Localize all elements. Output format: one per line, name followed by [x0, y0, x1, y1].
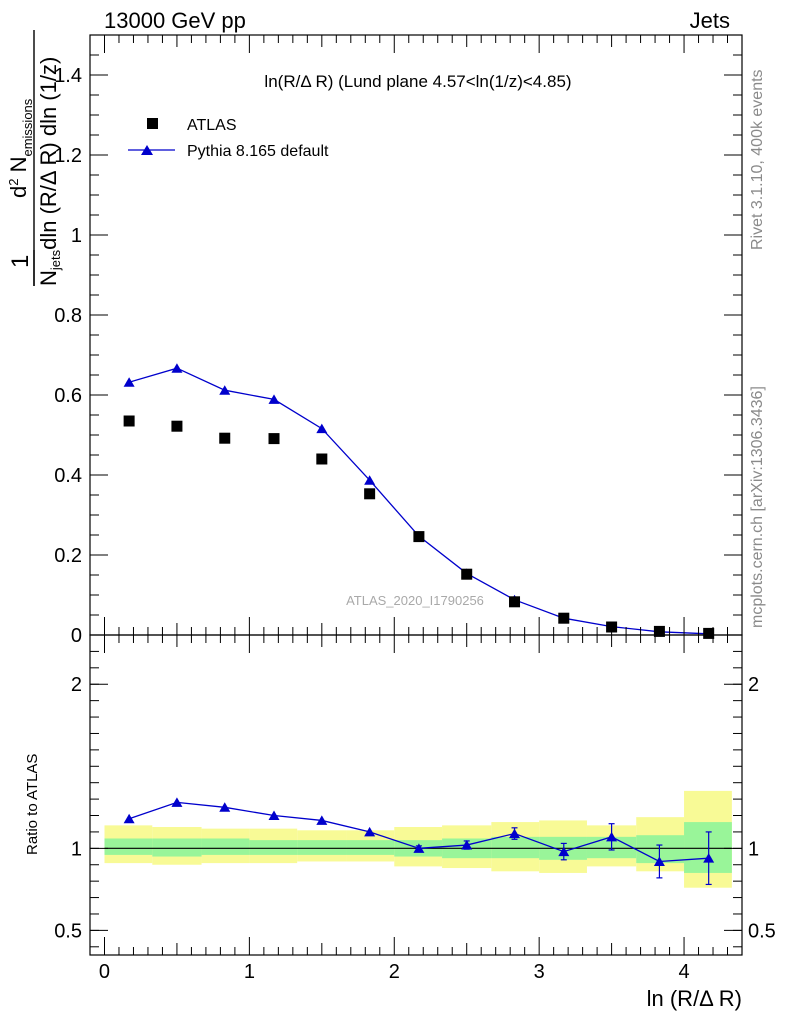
ratio-point [364, 826, 376, 837]
main-ytick-label: 1 [71, 225, 82, 247]
atlas-point [558, 612, 570, 624]
ratio-panel: 0.5 0.5 1 1 2 2 0 1 2 3 4 Ratio to ATLAS ln (R/Δ R… [24, 634, 776, 1011]
legend-pythia-label: Pythia 8.165 default [187, 143, 329, 160]
ratio-point [413, 843, 425, 853]
ratio-point [653, 856, 665, 866]
atlas-point [316, 453, 328, 465]
ylabel-one: 1 [7, 255, 34, 268]
watermark: ATLAS_2020_I1790256 [346, 593, 484, 608]
atlas-point [509, 596, 521, 608]
atlas-point [171, 420, 183, 432]
xtick-label: 1 [244, 961, 255, 983]
ratio-point [461, 840, 473, 850]
ratio-point [171, 797, 183, 807]
rivet-label: Rivet 3.1.10, 400k events [749, 69, 766, 250]
xtick-label: 3 [534, 961, 545, 983]
xtick-label: 0 [99, 961, 110, 983]
legend-atlas-marker [147, 118, 158, 129]
atlas-point [653, 625, 665, 637]
ratio-ytick-label-right: 2 [748, 674, 759, 696]
legend-atlas-label: ATLAS [187, 117, 237, 134]
atlas-point [703, 627, 715, 639]
atlas-point [268, 433, 280, 445]
ylabel-Njets: Njetsdln (R/Δ R) dln (1/z) [36, 57, 63, 286]
atlas-point [123, 415, 135, 427]
ratio-band-inner [104, 838, 153, 855]
main-ytick-label: 0.6 [54, 385, 82, 407]
ratio-point [316, 815, 328, 825]
ratio-ytick-label-right: 1 [748, 838, 759, 860]
main-ytick-label: 0.8 [54, 305, 82, 327]
category-label: Jets [690, 8, 730, 33]
pythia-point [219, 385, 231, 395]
ratio-axis-ticks: 0.5 0.5 1 1 2 2 0 1 2 3 4 [54, 635, 776, 983]
xtick-label: 2 [389, 961, 400, 983]
atlas-point [364, 488, 376, 500]
ratio-ytick-label: 0.5 [54, 920, 82, 942]
main-axis-ticks: 0 0.2 0.4 0.6 0.8 1 1.2 1.4 [54, 34, 743, 647]
xlabel: ln (R/Δ R) [647, 986, 742, 1011]
ratio-point [123, 813, 135, 824]
ratio-band-inner [152, 838, 202, 857]
main-panel: 0 0.2 0.4 0.6 0.8 1 1.2 1.4 ln(R/Δ R) (Lund pla… [6, 30, 743, 647]
ratio-point [606, 831, 618, 842]
pythia-point [316, 423, 328, 434]
ratio-point [219, 802, 231, 812]
plot-title: ln(R/Δ R) (Lund plane 4.57<ln(1/z)<4.85) [264, 72, 571, 91]
ratio-band-inner [201, 838, 250, 855]
ratio-point [509, 828, 521, 839]
main-ytick-label: 0.2 [54, 545, 82, 567]
ratio-ytick-label-right: 0.5 [748, 920, 776, 942]
ratio-band-inner [249, 840, 298, 855]
main-ytick-label: 1.2 [54, 145, 82, 167]
legend: ATLAS Pythia 8.165 default [128, 117, 329, 160]
ratio-band-inner [491, 836, 540, 859]
ylabel-numerator: d2 Nemissions [6, 98, 35, 198]
ratio-band-inner [297, 840, 347, 855]
ratio-band-inner [684, 822, 732, 873]
main-ytick-label: 0.4 [54, 465, 82, 487]
legend-pythia-marker [141, 145, 153, 155]
mcplots-label: mcplots.cern.ch [arXiv:1306.3436] [749, 386, 766, 628]
ratio-ytick-label: 2 [71, 674, 82, 696]
atlas-point [413, 531, 425, 543]
ratio-ylabel: Ratio to ATLAS [24, 754, 41, 855]
ratio-point [703, 853, 715, 863]
ratio-point [268, 810, 280, 821]
main-ylabel: 1 Njetsdln (R/Δ R) dln (1/z) d2 Nemissio… [6, 30, 63, 286]
energy-label: 13000 GeV pp [104, 8, 246, 33]
ratio-point [558, 846, 570, 857]
pythia-point [171, 363, 183, 373]
pythia-point [123, 377, 135, 387]
ratio-band-inner [346, 840, 395, 855]
xtick-label: 4 [678, 961, 689, 983]
ratio-ytick-label: 1 [71, 838, 82, 860]
pythia-point [364, 475, 376, 485]
pythia-point [268, 394, 280, 404]
main-ytick-label: 1.4 [54, 65, 82, 87]
ratio-marks [104, 790, 732, 888]
ratio-frame [89, 634, 743, 956]
atlas-point [461, 568, 473, 580]
main-ytick-label: 0 [71, 625, 82, 647]
atlas-point [219, 432, 231, 444]
